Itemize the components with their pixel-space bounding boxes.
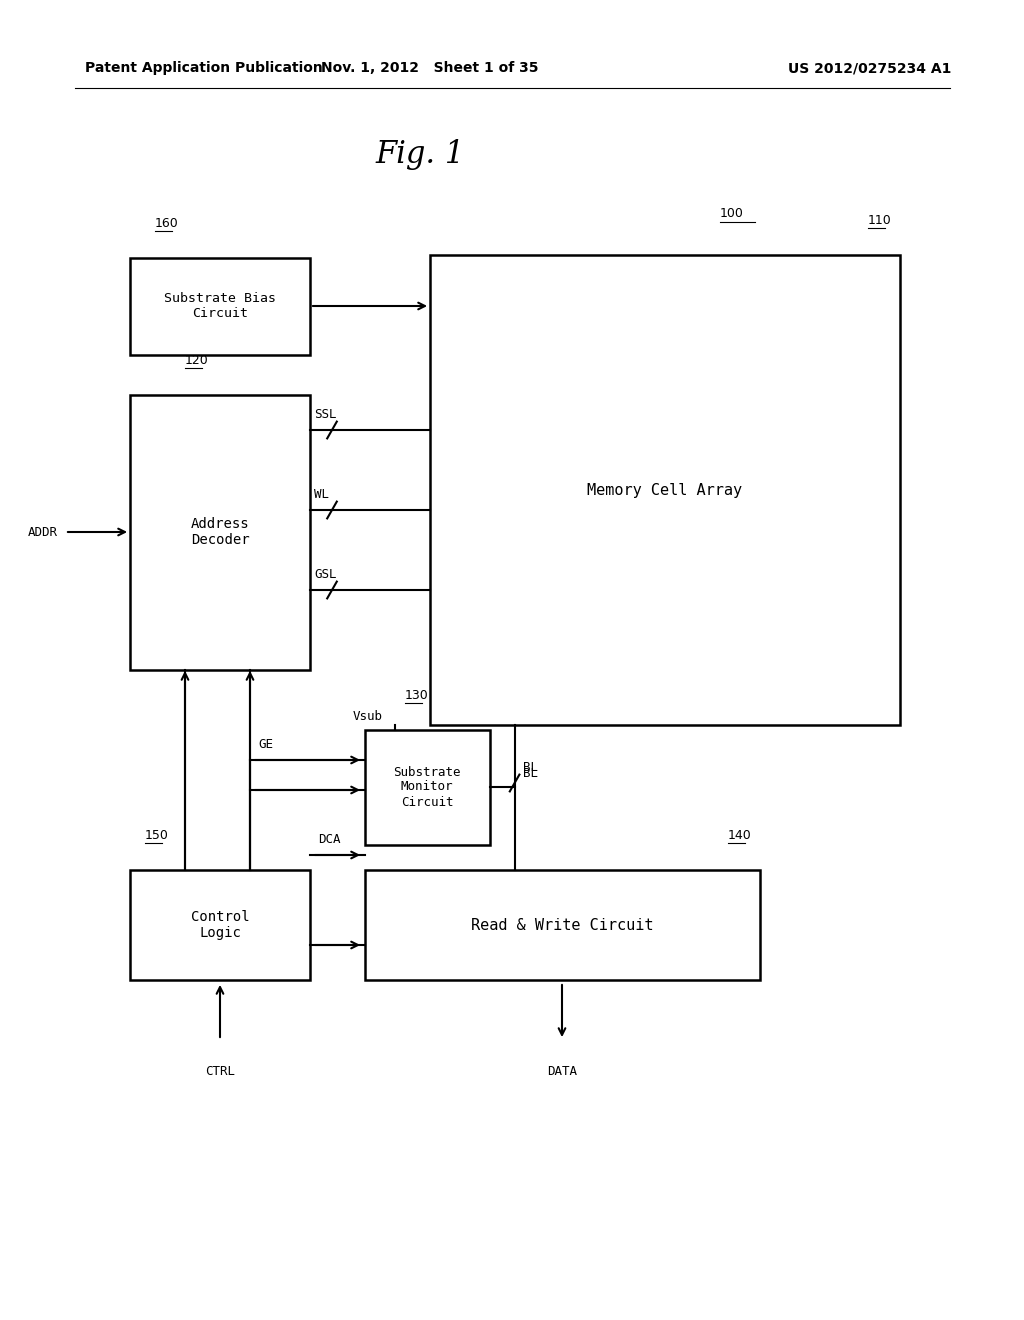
- Text: 160: 160: [155, 216, 179, 230]
- Text: BL: BL: [522, 767, 538, 780]
- Text: 140: 140: [728, 829, 752, 842]
- Text: WL: WL: [314, 488, 329, 502]
- Text: Read & Write Circuit: Read & Write Circuit: [471, 917, 653, 932]
- Text: 150: 150: [145, 829, 169, 842]
- Text: 100: 100: [720, 207, 743, 220]
- Text: DCA: DCA: [318, 833, 341, 846]
- Text: 110: 110: [868, 214, 892, 227]
- Text: Memory Cell Array: Memory Cell Array: [588, 483, 742, 498]
- Text: CTRL: CTRL: [205, 1065, 234, 1078]
- Text: Patent Application Publication: Patent Application Publication: [85, 61, 323, 75]
- Text: Substrate
Monitor
Circuit: Substrate Monitor Circuit: [393, 766, 461, 808]
- Text: Substrate Bias
Circuit: Substrate Bias Circuit: [164, 292, 276, 319]
- Text: 120: 120: [185, 354, 209, 367]
- Text: ADDR: ADDR: [28, 525, 58, 539]
- Text: Vsub: Vsub: [353, 710, 383, 723]
- Text: SSL: SSL: [314, 408, 337, 421]
- Text: Nov. 1, 2012   Sheet 1 of 35: Nov. 1, 2012 Sheet 1 of 35: [322, 61, 539, 75]
- Text: DATA: DATA: [547, 1065, 577, 1078]
- Text: 130: 130: [406, 689, 429, 702]
- Text: US 2012/0275234 A1: US 2012/0275234 A1: [788, 61, 951, 75]
- Text: Control
Logic: Control Logic: [190, 909, 249, 940]
- Text: Address
Decoder: Address Decoder: [190, 517, 249, 546]
- Bar: [130, 395, 310, 671]
- Text: BL: BL: [522, 762, 538, 774]
- Bar: [130, 257, 310, 355]
- Bar: [430, 255, 900, 725]
- Bar: [365, 730, 490, 845]
- Bar: [130, 870, 310, 979]
- Text: GSL: GSL: [314, 568, 337, 581]
- Bar: [365, 870, 760, 979]
- Text: Fig. 1: Fig. 1: [376, 140, 465, 170]
- Text: GE: GE: [258, 738, 273, 751]
